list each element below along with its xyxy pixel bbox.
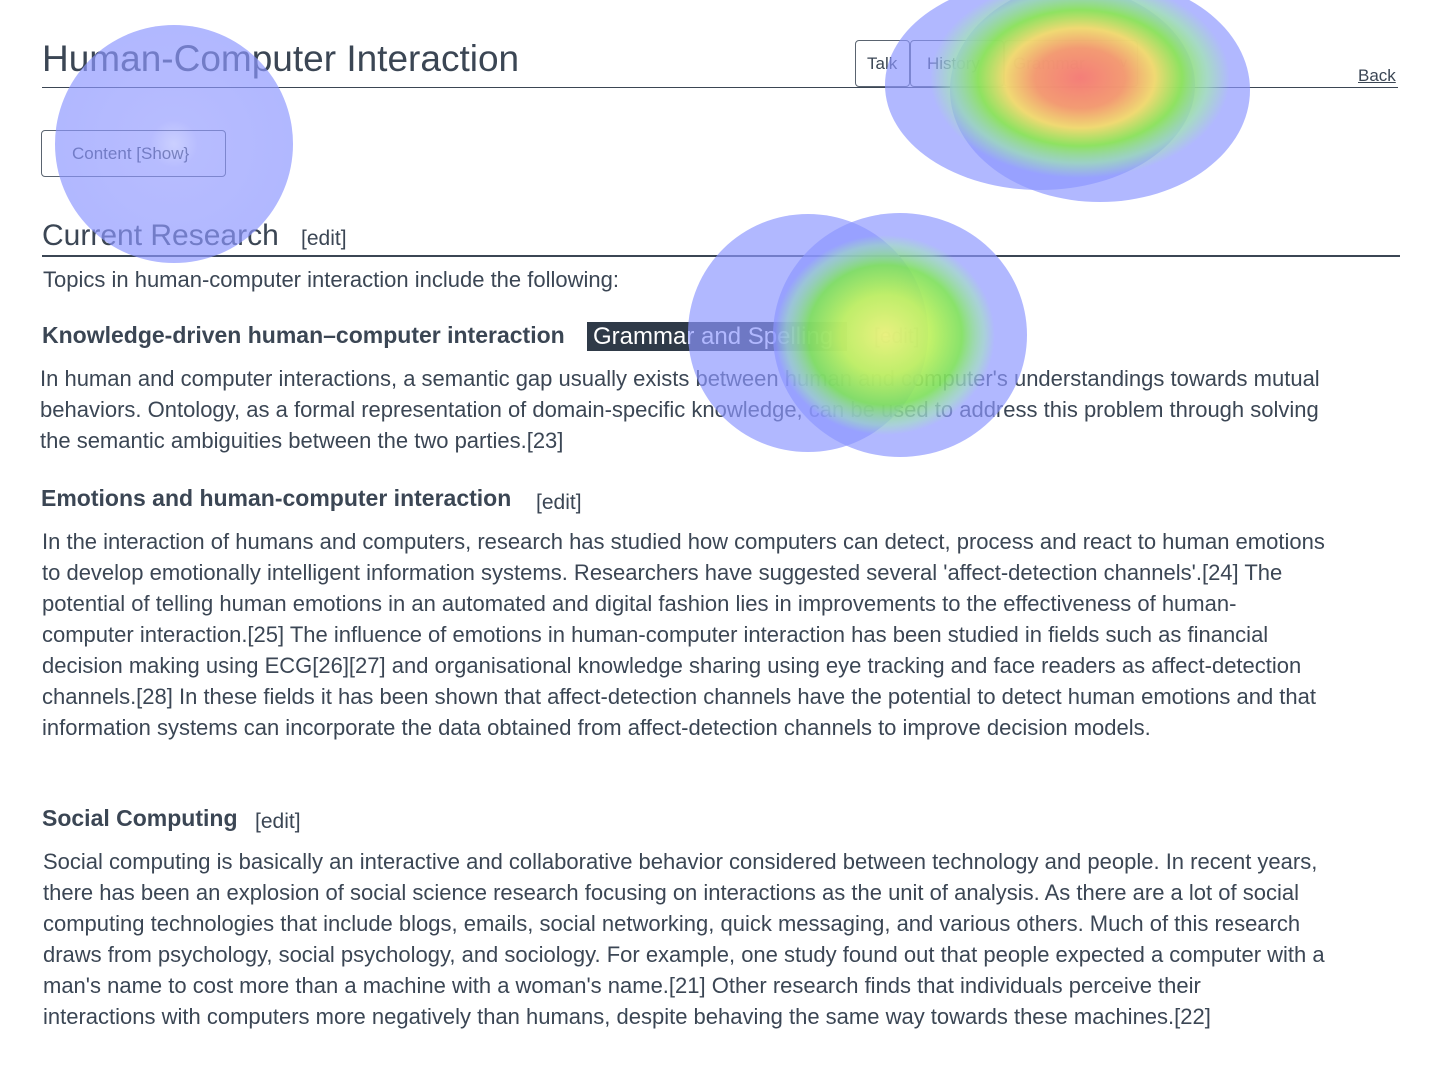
paragraph-knowledge: In human and computer interactions, a se…	[40, 363, 1320, 456]
paragraph-line: there has been an explosion of social sc…	[43, 880, 1299, 905]
section-title: Current Research	[42, 219, 279, 252]
subsection-title-knowledge: Knowledge-driven human–computer interact…	[42, 322, 565, 348]
subsection-title-emotions: Emotions and human-computer interaction	[41, 485, 512, 511]
paragraph-line: the semantic ambiguities between the two…	[40, 428, 564, 453]
section-divider	[42, 255, 1400, 257]
chevron-down-icon: v	[1120, 54, 1127, 70]
paragraph-social: Social computing is basically an interac…	[43, 846, 1325, 1032]
paragraph-line: decision making using ECG[26][27] and or…	[42, 653, 1302, 678]
page-title: Human-Computer Interaction	[42, 38, 520, 79]
content-show-button[interactable]: Content [Show}	[41, 130, 226, 177]
title-divider	[42, 87, 1398, 88]
heatmap-blob	[950, 0, 1250, 202]
paragraph-line: potential of telling human emotions in a…	[42, 591, 1237, 616]
paragraph-line: to develop emotionally intelligent infor…	[42, 560, 1283, 585]
paragraph-line: man's name to cost more than a machine w…	[43, 973, 1201, 998]
edit-link-emotions[interactable]: [edit]	[536, 491, 582, 514]
paragraph-line: channels.[28] In these fields it has bee…	[42, 684, 1317, 709]
paragraph-line: In human and computer interactions, a se…	[40, 366, 1320, 391]
paragraph-line: information systems can incorporate the …	[42, 715, 1151, 740]
back-link[interactable]: Back	[1358, 66, 1396, 85]
grammar-spelling-tag[interactable]: Grammar and Spelling	[587, 322, 847, 351]
heatmap-blob	[885, 0, 1195, 190]
paragraph-line: behaviors. Ontology, as a formal represe…	[40, 397, 1319, 422]
paragraph-line: computing technologies that include blog…	[43, 911, 1301, 936]
subsection-title-social: Social Computing	[42, 805, 238, 831]
grammar-select-value: Grammar	[1013, 53, 1085, 73]
paragraph-line: computer interaction.[25] The influence …	[42, 622, 1269, 647]
tab-history[interactable]: History	[910, 40, 1004, 87]
heatmap-cluster-header	[885, 0, 1250, 202]
paragraph-emotions: In the interaction of humans and compute…	[42, 526, 1325, 743]
section-edit-link[interactable]: [edit]	[301, 227, 347, 250]
paragraph-line: draws from psychology, social psychology…	[43, 942, 1325, 967]
paragraph-line: Social computing is basically an interac…	[43, 849, 1318, 874]
grammar-select[interactable]: Grammar v	[1004, 40, 1138, 87]
paragraph-line: In the interaction of humans and compute…	[42, 529, 1325, 554]
section-intro: Topics in human-computer interaction inc…	[43, 267, 619, 292]
edit-link-knowledge[interactable]: [edit]	[874, 325, 920, 348]
paragraph-line: interactions with computers more negativ…	[43, 1004, 1211, 1029]
heatmap-hotspot	[930, 0, 1230, 178]
tab-talk[interactable]: Talk	[855, 40, 910, 87]
edit-link-social[interactable]: [edit]	[255, 810, 301, 833]
